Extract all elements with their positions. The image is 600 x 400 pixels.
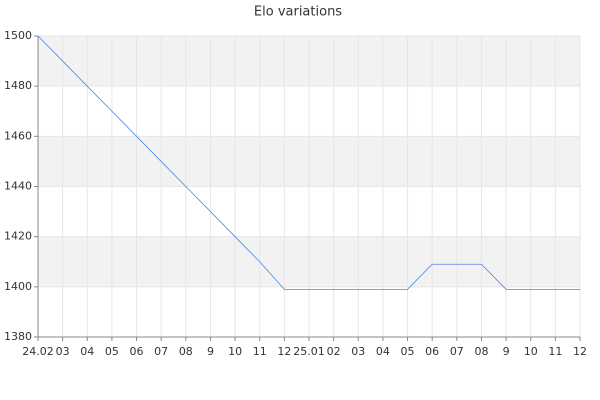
- x-tick-label: 03: [56, 345, 70, 358]
- x-tick-label: 04: [376, 345, 390, 358]
- x-tick-label: 03: [351, 345, 365, 358]
- y-tick-label: 1440: [4, 180, 32, 193]
- x-tick-label: 11: [548, 345, 562, 358]
- x-tick-label: 07: [450, 345, 464, 358]
- x-tick-label: 11: [253, 345, 267, 358]
- x-tick-label: 06: [425, 345, 439, 358]
- x-tick-label: 9: [207, 345, 214, 358]
- x-tick-label: 12: [277, 345, 291, 358]
- x-tick-label: 06: [130, 345, 144, 358]
- x-tick-label: 10: [524, 345, 538, 358]
- y-tick-label: 1480: [4, 79, 32, 92]
- x-tick-label: 02: [327, 345, 341, 358]
- x-tick-label: 10: [228, 345, 242, 358]
- x-tick-label: 24.02: [22, 345, 54, 358]
- x-tick-label: 07: [154, 345, 168, 358]
- line: [37, 35, 580, 290]
- x-tick-label: 08: [179, 345, 193, 358]
- x-tick-label: 08: [474, 345, 488, 358]
- x-tick-label: 05: [401, 345, 415, 358]
- y-tick-label: 1500: [4, 29, 32, 42]
- y-tick-label: 1420: [4, 230, 32, 243]
- x-tick-label: 05: [105, 345, 119, 358]
- chart-title: Elo variations: [254, 5, 342, 20]
- y-tick-label: 1400: [4, 280, 32, 293]
- x-tick-label: 25.01: [293, 345, 325, 358]
- x-tick-label: 9: [503, 345, 510, 358]
- y-tick-label: 1380: [4, 330, 32, 343]
- x-tick-label: 12: [573, 345, 587, 358]
- y-tick-label: 1460: [4, 129, 32, 142]
- x-tick-label: 04: [80, 345, 94, 358]
